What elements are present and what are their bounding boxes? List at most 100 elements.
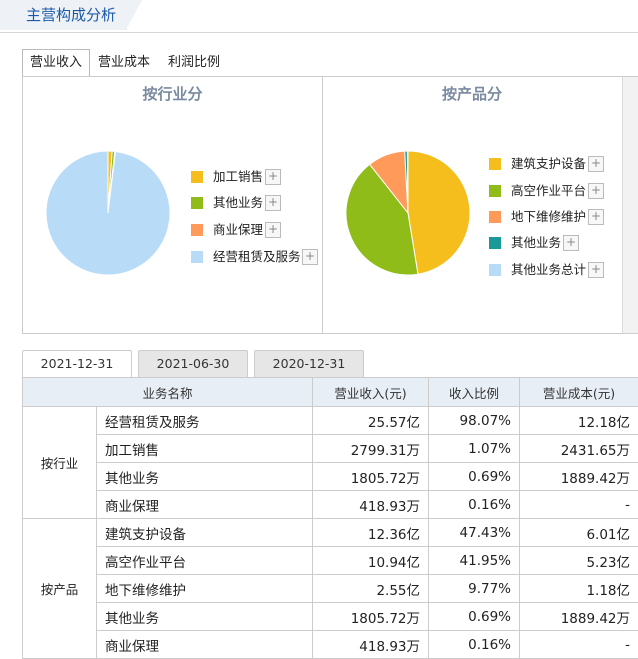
pie-slice-0[interactable] [408, 151, 470, 274]
legend-item-aerial-platform[interactable]: 高空作业平台 + [489, 182, 619, 200]
legend-swatch [191, 251, 203, 263]
row-cost: 1889.42万 [520, 463, 638, 491]
expand-plus-icon[interactable]: + [588, 183, 604, 199]
row-cost: 5.23亿 [520, 547, 638, 575]
legend-label: 经营租赁及服务 [213, 248, 301, 266]
header-cost: 营业成本(元) [520, 378, 638, 407]
row-name: 其他业务 [97, 603, 313, 631]
product-pie-chart [344, 149, 472, 277]
legend-swatch [191, 171, 203, 183]
tab-revenue[interactable]: 营业收入 [22, 49, 90, 77]
legend-swatch [489, 237, 501, 249]
header-revenue: 营业收入(元) [313, 378, 429, 407]
row-name: 商业保理 [97, 631, 313, 659]
row-name: 地下维修维护 [97, 575, 313, 603]
row-revenue: 12.36亿 [313, 519, 429, 547]
legend-label: 建筑支护设备 [511, 155, 586, 173]
row-cost: 1.18亿 [520, 575, 638, 603]
group-label-product: 按产品 [23, 519, 97, 659]
row-revenue: 2799.31万 [313, 435, 429, 463]
row-revenue: 10.94亿 [313, 547, 429, 575]
expand-plus-icon[interactable]: + [563, 235, 579, 251]
table-row: 其他业务 1805.72万 0.69% 1889.42万 [23, 603, 638, 631]
legend-item-processing-sales[interactable]: 加工销售 + [191, 168, 311, 186]
legend-swatch [489, 185, 501, 197]
date-tab-2021-06-30[interactable]: 2021-06-30 [138, 350, 248, 378]
chart-title-product: 按产品分 [323, 83, 621, 104]
table-header-row: 业务名称 营业收入(元) 收入比例 营业成本(元) [23, 378, 638, 407]
legend-swatch [191, 224, 203, 236]
legend-item-underground-maintenance[interactable]: 地下维修维护 + [489, 208, 619, 226]
row-revenue: 418.93万 [313, 491, 429, 519]
legend-item-factoring[interactable]: 商业保理 + [191, 221, 311, 239]
expand-plus-icon[interactable]: + [588, 209, 604, 225]
row-name: 经营租赁及服务 [97, 407, 313, 435]
legend-label: 其他业务总计 [511, 261, 586, 279]
row-name: 商业保理 [97, 491, 313, 519]
row-ratio: 1.07% [429, 435, 520, 463]
expand-plus-icon[interactable]: + [265, 222, 281, 238]
row-name: 建筑支护设备 [97, 519, 313, 547]
legend-label: 其他业务 [511, 234, 561, 252]
expand-plus-icon[interactable]: + [265, 169, 281, 185]
legend-item-building-support[interactable]: 建筑支护设备 + [489, 155, 619, 173]
row-revenue: 1805.72万 [313, 603, 429, 631]
row-cost: 12.18亿 [520, 407, 638, 435]
legend-item-leasing-services[interactable]: 经营租赁及服务 + [191, 248, 319, 266]
legend-label: 其他业务 [213, 194, 263, 212]
chart-divider [322, 77, 323, 333]
legend-label: 高空作业平台 [511, 182, 586, 200]
row-cost: - [520, 491, 638, 519]
expand-plus-icon[interactable]: + [588, 262, 604, 278]
pie-slice-4[interactable] [407, 151, 408, 213]
section-header: 主营构成分析 [0, 0, 638, 33]
header-business-name: 业务名称 [23, 378, 313, 407]
section-title: 主营构成分析 [0, 0, 127, 30]
charts-panel: 按行业分 按产品分 加工销售 + 其他业务 + 商业保理 + 经营租赁及服务 +… [22, 76, 638, 334]
legend-item-other-business-product[interactable]: 其他业务 + [489, 234, 619, 252]
row-name: 高空作业平台 [97, 547, 313, 575]
date-tab-2020-12-31[interactable]: 2020-12-31 [254, 350, 364, 378]
pie-slice-3[interactable] [46, 151, 170, 275]
table-row: 加工销售 2799.31万 1.07% 2431.65万 [23, 435, 638, 463]
row-name: 加工销售 [97, 435, 313, 463]
row-ratio: 98.07% [429, 407, 520, 435]
row-ratio: 0.16% [429, 631, 520, 659]
row-ratio: 0.69% [429, 463, 520, 491]
table-row: 高空作业平台 10.94亿 41.95% 5.23亿 [23, 547, 638, 575]
legend-swatch [489, 264, 501, 276]
header-ratio: 收入比例 [429, 378, 520, 407]
tab-cost[interactable]: 营业成本 [92, 50, 156, 76]
row-revenue: 418.93万 [313, 631, 429, 659]
table-row: 商业保理 418.93万 0.16% - [23, 491, 638, 519]
row-name: 其他业务 [97, 463, 313, 491]
expand-plus-icon[interactable]: + [588, 156, 604, 172]
table-row: 按行业 经营租赁及服务 25.57亿 98.07% 12.18亿 [23, 407, 638, 435]
group-label-industry: 按行业 [23, 407, 97, 519]
legend-swatch [191, 197, 203, 209]
legend-label: 地下维修维护 [511, 208, 586, 226]
row-ratio: 41.95% [429, 547, 520, 575]
row-ratio: 0.69% [429, 603, 520, 631]
industry-pie-chart [44, 149, 172, 277]
legend-item-other-total[interactable]: 其他业务总计 + [489, 261, 619, 279]
table-row: 按产品 建筑支护设备 12.36亿 47.43% 6.01亿 [23, 519, 638, 547]
row-ratio: 9.77% [429, 575, 520, 603]
date-tab-2021-12-31[interactable]: 2021-12-31 [22, 350, 132, 378]
row-revenue: 1805.72万 [313, 463, 429, 491]
expand-plus-icon[interactable]: + [302, 249, 318, 265]
table-row: 商业保理 418.93万 0.16% - [23, 631, 638, 659]
panel-scroll-edge [622, 77, 638, 333]
tab-profit-ratio[interactable]: 利润比例 [162, 50, 226, 76]
table-row: 地下维修维护 2.55亿 9.77% 1.18亿 [23, 575, 638, 603]
composition-table: 业务名称 营业收入(元) 收入比例 营业成本(元) 按行业 经营租赁及服务 25… [22, 377, 638, 659]
legend-swatch [489, 158, 501, 170]
legend-swatch [489, 211, 501, 223]
legend-item-other-business[interactable]: 其他业务 + [191, 194, 311, 212]
row-ratio: 47.43% [429, 519, 520, 547]
row-revenue: 2.55亿 [313, 575, 429, 603]
row-cost: 6.01亿 [520, 519, 638, 547]
row-cost: 1889.42万 [520, 603, 638, 631]
expand-plus-icon[interactable]: + [265, 195, 281, 211]
row-cost: 2431.65万 [520, 435, 638, 463]
